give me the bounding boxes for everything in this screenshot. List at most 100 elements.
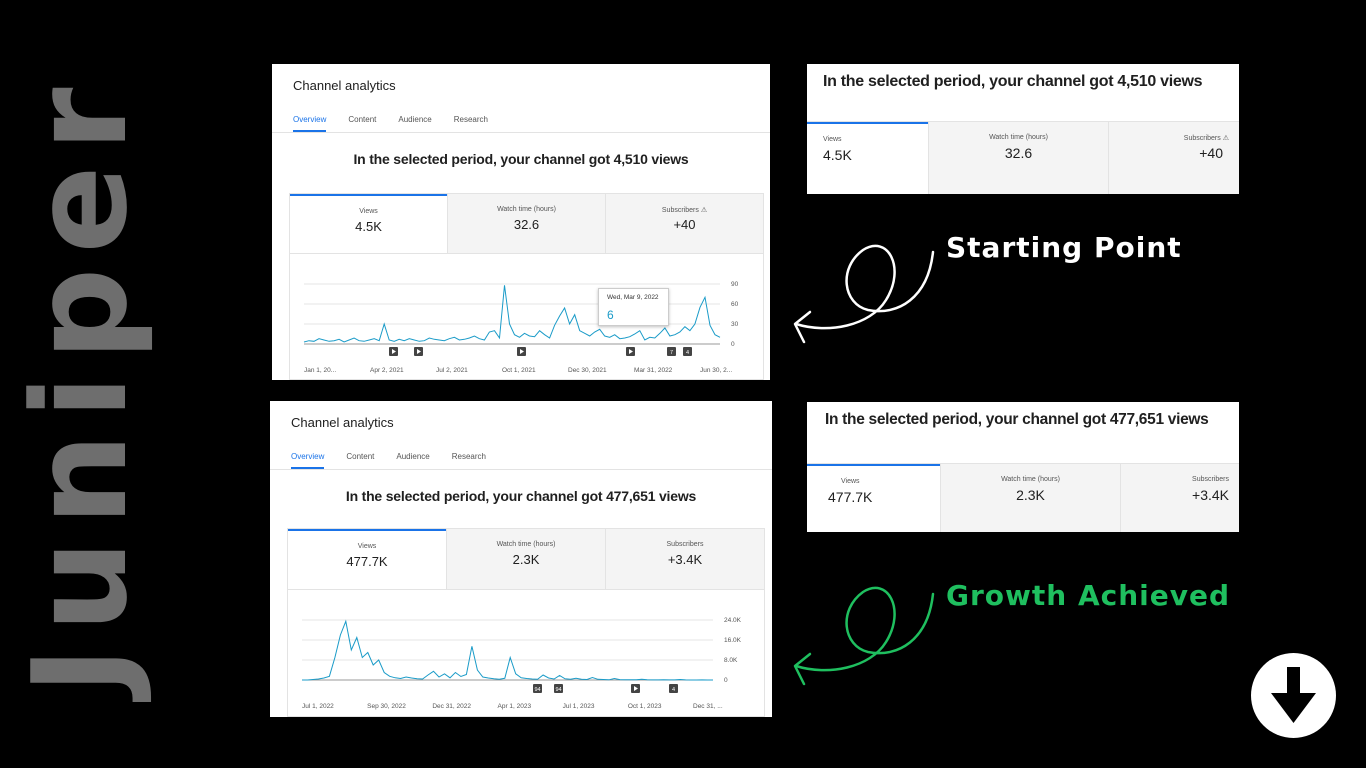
play-icon xyxy=(417,349,421,354)
y-tick-label: 30 xyxy=(731,321,739,328)
metric-tabs: Views 477.7K Watch time (hours) 2.3K Sub… xyxy=(807,463,1239,532)
x-tick-label: Sep 30, 2022 xyxy=(367,703,406,710)
metric-label: Subscribers xyxy=(666,541,704,548)
x-tick-label: Jul 2, 2021 xyxy=(436,367,468,374)
play-icon xyxy=(392,349,396,354)
metric-label: Views xyxy=(357,543,377,550)
metric-value: 4.5K xyxy=(355,219,382,234)
tab-research[interactable]: Research xyxy=(451,452,486,461)
y-tick-label: 24.0K xyxy=(724,617,742,624)
metric-watch-time[interactable]: Watch time (hours) 32.6 xyxy=(447,194,605,253)
starting-point-caption: Starting Point xyxy=(946,231,1182,264)
scroll-down-button[interactable] xyxy=(1251,653,1336,738)
metric-tabs: Views 4.5K Watch time (hours) 32.6 Subsc… xyxy=(807,121,1239,194)
metric-value: 32.6 xyxy=(1004,145,1033,161)
metric-watch-time[interactable]: Watch time (hours) 32.6 xyxy=(928,122,1108,194)
metric-value: +3.4K xyxy=(1192,487,1229,503)
metric-watch-time[interactable]: Watch time (hours) 2.3K xyxy=(446,529,605,589)
tab-bar: Overview Content Audience Research xyxy=(291,452,508,469)
metric-label: Watch time (hours) xyxy=(1001,476,1060,483)
panel-title: Channel analytics xyxy=(293,78,396,93)
play-icon xyxy=(520,349,524,354)
tab-audience[interactable]: Audience xyxy=(396,452,430,461)
metric-label: Subscribers ⚠ xyxy=(606,206,763,214)
video-marker xyxy=(554,684,563,693)
y-tick-label: 16.0K xyxy=(724,637,742,644)
tab-divider xyxy=(270,469,772,470)
series-line xyxy=(302,619,713,681)
x-tick-label: Mar 31, 2022 xyxy=(634,367,673,374)
tab-divider xyxy=(272,132,770,133)
period-headline: In the selected period, your channel got… xyxy=(353,151,689,167)
metric-label-text: Subscribers xyxy=(661,207,699,214)
metric-value: 2.3K xyxy=(1016,487,1045,503)
video-marker xyxy=(533,684,542,693)
metric-label: Watch time (hours) xyxy=(496,541,556,548)
play-icon xyxy=(629,349,633,354)
video-marker xyxy=(669,684,678,693)
metric-label: Views xyxy=(359,208,378,215)
metric-value: 2.3K xyxy=(512,552,540,567)
tab-content[interactable]: Content xyxy=(348,115,377,124)
chart-area: 0 8.0K 16.0K 24.0K Jul 1, 2022 Sep 30, 2022 De… xyxy=(287,590,765,717)
chart-area: 0 30 60 90 Jan 1, 20... Apr 2, 2021 Jul 2, 202… xyxy=(289,254,764,380)
metric-value: +40 xyxy=(1199,145,1223,161)
x-tick-label: Jul 1, 2023 xyxy=(563,703,595,710)
metric-subscribers[interactable]: Subscribers ⚠ +40 xyxy=(1108,122,1239,194)
curl-arrow-icon xyxy=(793,244,935,344)
y-tick-label: 90 xyxy=(731,281,739,288)
metric-value: 32.6 xyxy=(513,217,540,232)
x-tick-label: Jul 1, 2022 xyxy=(302,703,334,710)
video-marker xyxy=(683,347,692,356)
y-tick-label: 8.0K xyxy=(724,657,738,664)
video-marker xyxy=(667,347,676,356)
metric-views[interactable]: Views 4.5K xyxy=(290,194,447,253)
tooltip-value: 6 xyxy=(607,308,614,322)
x-tick-label: Apr 1, 2023 xyxy=(498,703,532,710)
x-tick-label: Apr 2, 2021 xyxy=(370,367,404,374)
series-line xyxy=(303,285,721,343)
summary-card-before: In the selected period, your channel got… xyxy=(807,64,1239,194)
metric-subscribers[interactable]: Subscribers +3.4K xyxy=(605,529,764,589)
x-tick-label: Oct 1, 2023 xyxy=(628,703,662,710)
metric-value: 477.7K xyxy=(346,554,388,569)
x-tick-label: Jun 30, 2... xyxy=(700,367,732,374)
video-marker-label: 94 xyxy=(555,687,561,693)
brand-logo-text: Juniper xyxy=(4,73,156,695)
video-marker-label: 94 xyxy=(534,687,540,693)
tooltip-date: Wed, Mar 9, 2022 xyxy=(607,294,659,301)
warning-icon: ⚠ xyxy=(1222,135,1229,142)
video-marker-label: 4 xyxy=(686,350,689,356)
growth-achieved-caption: Growth Achieved xyxy=(946,579,1231,612)
tab-content[interactable]: Content xyxy=(346,452,375,461)
analytics-panel-after: Channel analytics Overview Content Audie… xyxy=(270,401,772,717)
tab-bar: Overview Content Audience Research xyxy=(293,115,510,132)
summary-card-after: In the selected period, your channel got… xyxy=(807,402,1239,532)
metric-views[interactable]: Views 477.7K xyxy=(807,464,940,532)
x-tick-label: Jan 1, 20... xyxy=(304,367,336,374)
views-chart: 0 30 60 90 Jan 1, 20... Apr 2, 2021 Jul 2, 202… xyxy=(303,281,739,374)
metric-value: +3.4K xyxy=(667,552,703,567)
metric-views[interactable]: Views 4.5K xyxy=(807,122,928,194)
metric-views[interactable]: Views 477.7K xyxy=(288,529,446,589)
tab-audience[interactable]: Audience xyxy=(398,115,432,124)
video-marker-label: 4 xyxy=(672,687,675,693)
metric-label: Subscribers ⚠ xyxy=(1184,134,1229,142)
card-headline: In the selected period, your channel got… xyxy=(825,411,1209,428)
metric-watch-time[interactable]: Watch time (hours) 2.3K xyxy=(940,464,1120,532)
tab-research[interactable]: Research xyxy=(453,115,488,124)
y-tick-label: 60 xyxy=(731,301,739,308)
tab-overview[interactable]: Overview xyxy=(293,115,327,132)
chart-tooltip: Wed, Mar 9, 2022 6 xyxy=(598,288,669,326)
tab-overview[interactable]: Overview xyxy=(291,452,325,469)
metric-label: Watch time (hours) xyxy=(497,206,556,213)
metric-value: 4.5K xyxy=(823,147,852,163)
play-icon xyxy=(634,686,638,691)
x-tick-label: Dec 31, 2022 xyxy=(432,703,471,710)
metric-label: Views xyxy=(823,136,842,143)
metric-value: +40 xyxy=(673,217,696,232)
metric-subscribers[interactable]: Subscribers ⚠ +40 xyxy=(605,194,763,253)
video-marker-label: 7 xyxy=(670,350,673,356)
metric-subscribers[interactable]: Subscribers +3.4K xyxy=(1120,464,1239,532)
analytics-panel-before: Channel analytics Overview Content Audie… xyxy=(272,64,770,380)
